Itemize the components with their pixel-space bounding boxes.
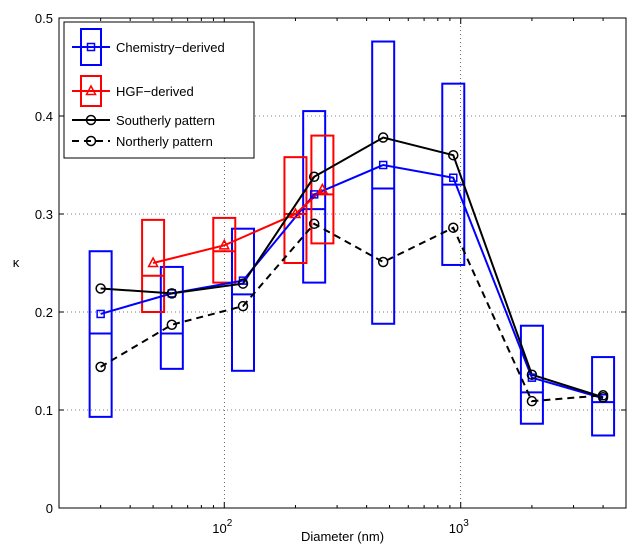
- chemistry-box: [519, 324, 544, 425]
- chemistry-series-marker: [449, 173, 458, 182]
- hgf-series-marker: [147, 256, 159, 268]
- chemistry-box: [159, 265, 184, 370]
- y-tick-label: 0.2: [35, 305, 53, 320]
- plot-frame: [58, 17, 627, 509]
- northerly-series-line: [100, 222, 604, 403]
- y-tick-label: 0.3: [35, 207, 53, 222]
- hgf-box: [141, 218, 166, 314]
- northerly-series-marker: [377, 256, 389, 268]
- x-axis-label: Diameter (nm): [301, 529, 384, 544]
- chemistry-box: [441, 82, 466, 266]
- northerly-series-marker: [166, 319, 178, 330]
- southerly-series-line: [100, 136, 604, 399]
- chemistry-series-marker: [378, 160, 388, 170]
- northerly-series-marker: [448, 222, 459, 233]
- y-tick-label: 0: [46, 501, 53, 516]
- southerly-series-marker: [95, 283, 106, 294]
- legend: Chemistry−derived HGF−derived Southerly pa…: [63, 21, 255, 159]
- y-tick-label: 0.4: [35, 109, 53, 124]
- chemistry-series-marker: [96, 309, 105, 319]
- legend-label: Chemistry−derived: [116, 40, 225, 55]
- legend-swatch-marker: [85, 84, 97, 96]
- legend-label: Northerly pattern: [116, 134, 213, 149]
- southerly-series-marker: [448, 149, 459, 161]
- southerly-series-marker: [526, 369, 538, 380]
- chemistry-series-marker: [309, 190, 319, 199]
- hgf-series-marker: [218, 238, 231, 250]
- legend-label: HGF−derived: [116, 84, 194, 99]
- x-tick-base: 10: [449, 521, 463, 536]
- chemistry-box: [230, 227, 255, 372]
- southerly-series-marker: [237, 278, 249, 289]
- y-tick-label: 0.5: [35, 11, 53, 26]
- x-tick-label: 102: [212, 518, 232, 536]
- northerly-series-marker: [95, 361, 106, 373]
- hgf-box: [283, 156, 308, 264]
- southerly-series-marker: [166, 288, 178, 299]
- y-axis-label: κ: [13, 255, 20, 270]
- northerly-series-marker: [526, 395, 538, 407]
- hgf-box: [310, 134, 335, 245]
- legend-swatch-marker: [86, 42, 96, 52]
- x-tick-label: 103: [449, 518, 469, 536]
- grid-layer: [59, 18, 626, 508]
- hgf-series-line: [152, 188, 324, 264]
- marker-layer: [95, 132, 609, 407]
- chemistry-series-marker: [167, 289, 177, 298]
- northerly-series-marker: [237, 300, 249, 312]
- chemistry-box: [371, 40, 396, 325]
- x-tick-exponent: 3: [463, 518, 469, 529]
- box-layer: [88, 40, 616, 437]
- x-tick-base: 10: [212, 521, 226, 536]
- northerly-series-marker: [597, 390, 609, 401]
- southerly-series-marker: [308, 171, 320, 183]
- hgf-series-marker: [316, 182, 329, 194]
- line-layer: [100, 136, 604, 403]
- legend-swatch-marker: [85, 135, 97, 147]
- southerly-series-marker: [377, 132, 389, 143]
- legend-swatch-marker: [85, 114, 97, 126]
- chemistry-box: [302, 110, 327, 284]
- x-tick-exponent: 2: [227, 518, 233, 529]
- hgf-series-marker: [289, 207, 302, 219]
- y-tick-label: 0.1: [35, 403, 53, 418]
- northerly-series-marker: [308, 218, 320, 230]
- legend-label: Southerly pattern: [116, 113, 215, 128]
